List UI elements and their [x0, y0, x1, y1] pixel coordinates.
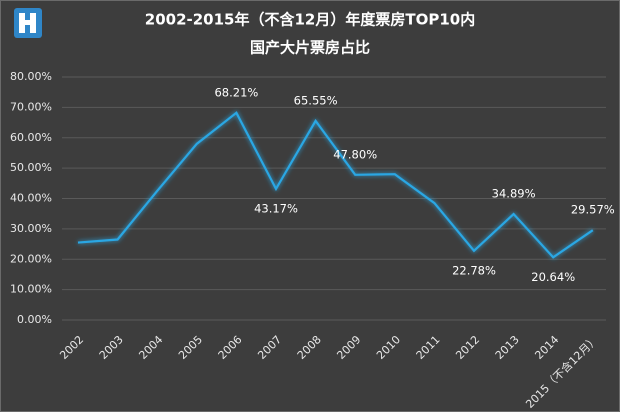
- chart-title: 2002-2015年（不含12月）年度票房TOP10内: [145, 11, 475, 29]
- logo: [14, 8, 42, 38]
- y-tick-label: 80.00%: [10, 70, 52, 83]
- y-tick-label: 40.00%: [10, 192, 52, 205]
- y-tick-label: 10.00%: [10, 283, 52, 296]
- data-label: 20.64%: [531, 270, 575, 284]
- line: [77, 111, 594, 259]
- data-label: 22.78%: [452, 263, 496, 277]
- data-label: 65.55%: [294, 93, 338, 107]
- y-tick-label: 50.00%: [10, 161, 52, 174]
- data-label: 68.21%: [214, 85, 258, 99]
- y-tick-label: 70.00%: [10, 100, 52, 113]
- y-tick-label: 30.00%: [10, 222, 52, 235]
- y-tick-label: 20.00%: [10, 252, 52, 265]
- data-label: 29.57%: [571, 203, 615, 217]
- y-tick-label: 60.00%: [10, 131, 52, 144]
- data-label: 34.89%: [492, 187, 536, 201]
- data-label: 47.80%: [333, 147, 377, 161]
- y-tick-label: 0.00%: [17, 313, 52, 326]
- chart-subtitle: 国产大片票房占比: [250, 39, 370, 57]
- data-label: 43.17%: [254, 201, 298, 215]
